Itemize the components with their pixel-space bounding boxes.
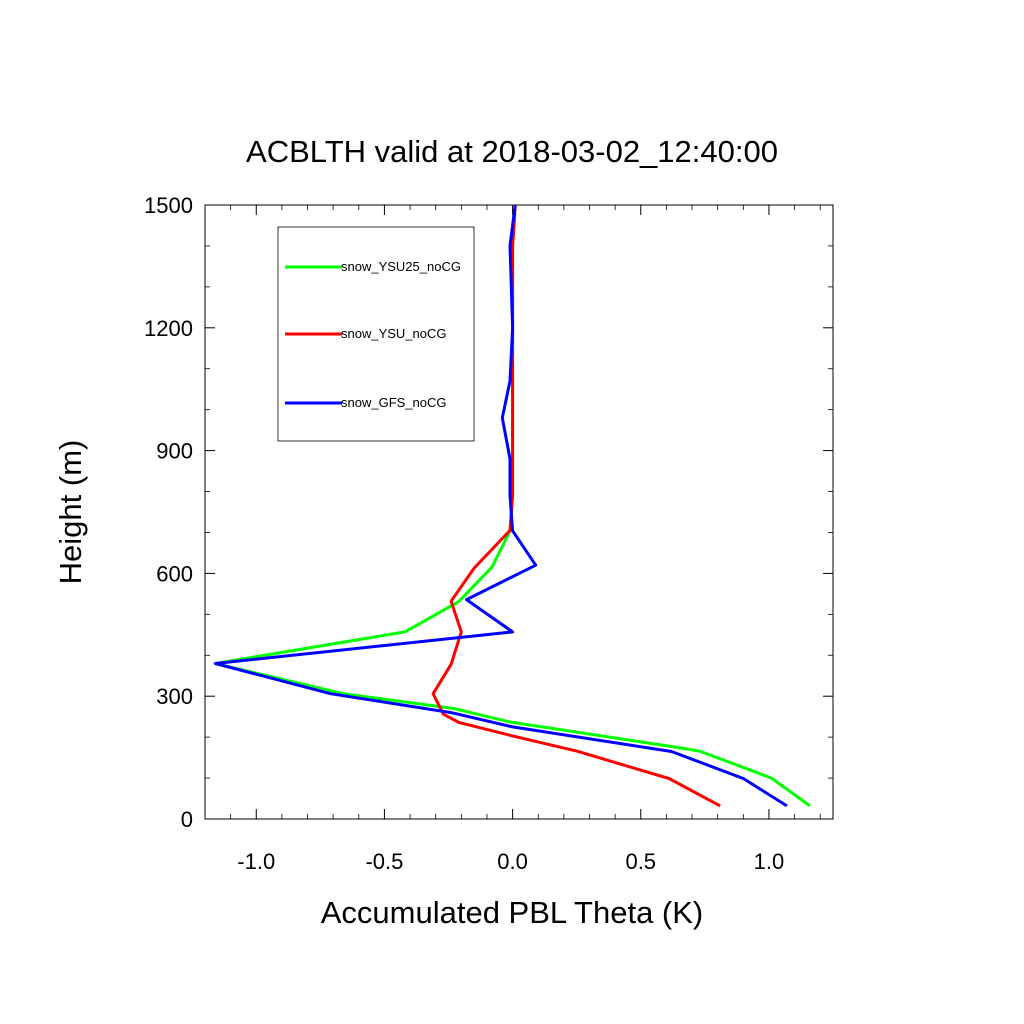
- plot-frame: [204, 204, 834, 820]
- y-tick-label: 600: [156, 561, 193, 586]
- legend-box: [277, 226, 475, 442]
- x-tick-label: 0.0: [497, 849, 528, 874]
- y-tick-label: 300: [156, 684, 193, 709]
- y-tick-label: 0: [181, 807, 193, 832]
- x-tick-label: -0.5: [365, 849, 403, 874]
- x-axis-label: Accumulated PBL Theta (K): [321, 895, 704, 930]
- axis-ticks: [204, 204, 833, 820]
- legend: snow_YSU25_noCG snow_YSU_noCG snow_GFS_noC…: [277, 226, 475, 442]
- x-tick-label: 0.5: [625, 849, 656, 874]
- legend-label-snow_YSU_noCG: snow_YSU_noCG: [341, 326, 447, 341]
- y-axis-label: Height (m): [53, 440, 88, 585]
- y-tick-label: 900: [156, 439, 193, 464]
- series-line-snow_YSU_noCG: [431, 204, 721, 808]
- chart-title: ACBLTH valid at 2018-03-02_12:40:00: [246, 134, 778, 169]
- x-tick-label: 1.0: [754, 849, 785, 874]
- y-tick-label: 1500: [144, 193, 193, 218]
- axis-tick-labels: -1.0 -0.5 0.0 0.5 1.0 0 300 600 900 1200 1500: [144, 193, 784, 874]
- series-line-snow_GFS_noCG: [213, 204, 788, 808]
- legend-label-snow_GFS_noCG: snow_GFS_noCG: [341, 395, 447, 410]
- series-lines: [213, 204, 811, 808]
- y-tick-label: 1200: [144, 316, 193, 341]
- plot-area: -1.0 -0.5 0.0 0.5 1.0 0 300 600 900 1200 1500: [144, 193, 834, 874]
- legend-label-snow_YSU25_noCG: snow_YSU25_noCG: [341, 259, 461, 274]
- x-tick-label: -1.0: [237, 849, 275, 874]
